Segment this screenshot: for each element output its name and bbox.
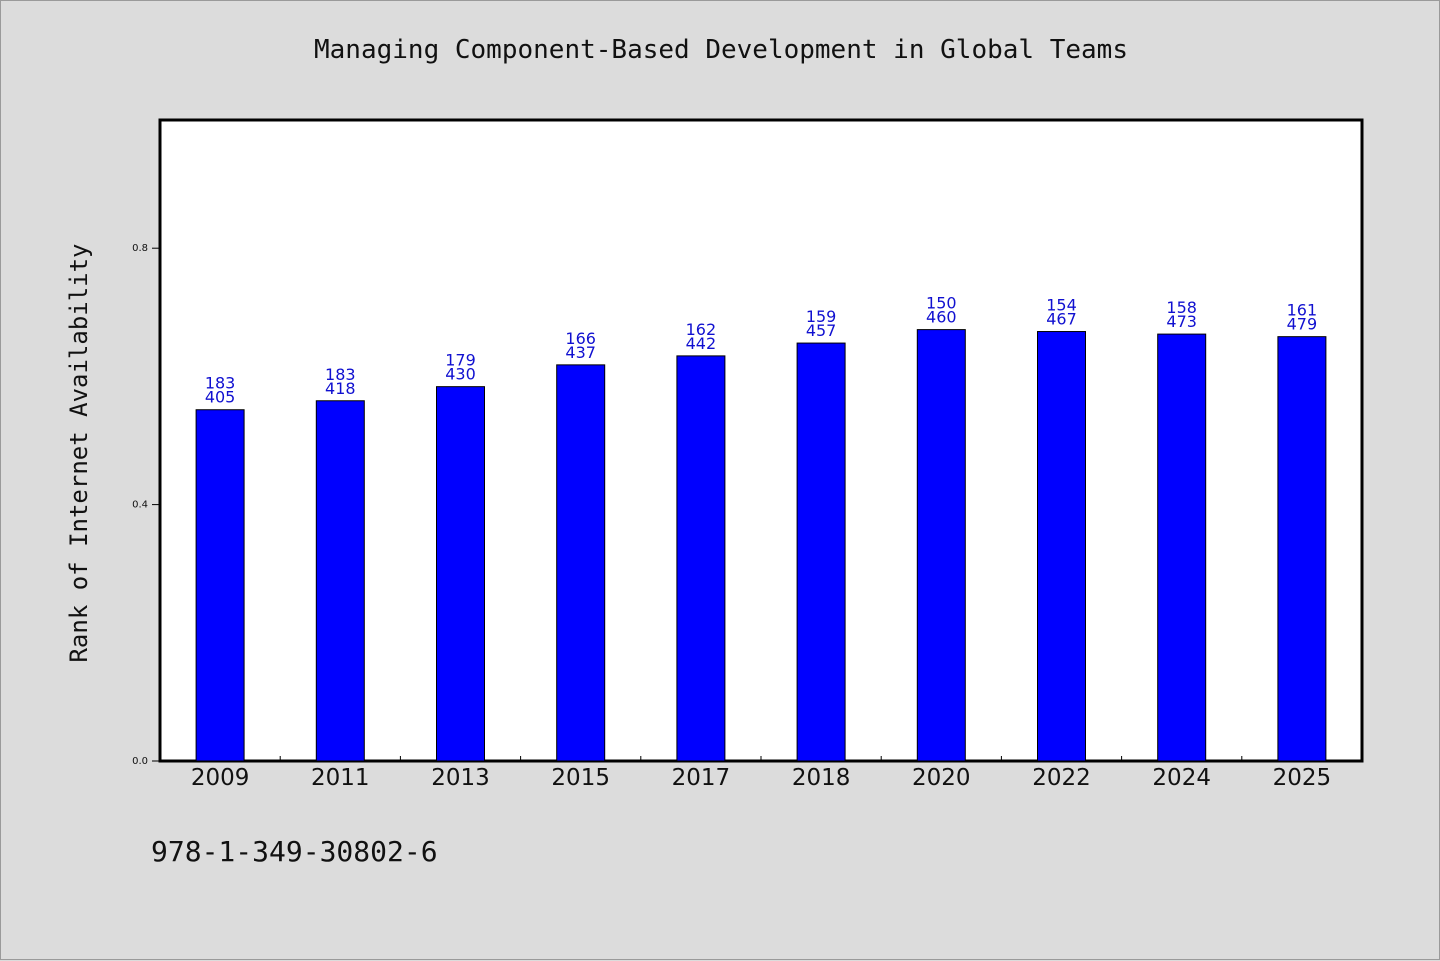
data-label-bottom: 460 — [926, 308, 957, 327]
y-tick-label: 0.8 — [132, 243, 148, 254]
data-label-bottom: 442 — [686, 334, 717, 353]
bar-2015 — [556, 364, 606, 762]
data-label-bottom: 479 — [1287, 315, 1318, 334]
x-tick-label: 2011 — [311, 765, 370, 791]
x-tick-label: 2025 — [1273, 765, 1332, 791]
x-tick-label: 2015 — [551, 765, 610, 791]
data-label-bottom: 418 — [325, 379, 356, 398]
x-tick-label: 2020 — [912, 765, 971, 791]
data-label-bottom: 437 — [565, 343, 596, 362]
bar-2024 — [1157, 333, 1207, 762]
x-tick-label: 2013 — [431, 765, 490, 791]
bar-2020 — [916, 329, 966, 762]
y-tick-label: 0.4 — [132, 500, 148, 511]
data-label-top: 183 — [325, 365, 356, 384]
x-tick-label: 2022 — [1032, 765, 1091, 791]
data-label-top: 161 — [1287, 301, 1318, 320]
data-label-top: 183 — [205, 374, 236, 393]
y-tick-label: 0.0 — [132, 756, 148, 767]
data-label-top: 179 — [445, 351, 476, 370]
data-label-top: 158 — [1166, 298, 1197, 317]
data-label-top: 154 — [1046, 296, 1077, 315]
bar-2009 — [195, 409, 245, 762]
data-label-bottom: 473 — [1166, 312, 1197, 331]
bar-2022 — [1037, 331, 1086, 762]
bar-2011 — [315, 400, 365, 762]
chart-title: Managing Component-Based Development in … — [314, 35, 1128, 65]
bar-2018 — [796, 342, 846, 762]
bar-2025 — [1277, 336, 1327, 762]
bar-2013 — [436, 386, 485, 762]
data-label-top: 159 — [806, 307, 837, 326]
data-label-top: 162 — [686, 320, 717, 339]
isbn-code: 978-1-349-30802-6 — [151, 835, 438, 868]
data-label-bottom: 467 — [1046, 310, 1077, 329]
x-tick-label: 2009 — [191, 765, 250, 791]
x-tick-label: 2018 — [792, 765, 851, 791]
data-label-top: 150 — [926, 294, 957, 313]
data-label-bottom: 430 — [445, 365, 476, 384]
bar-2017 — [676, 355, 726, 762]
data-label-bottom: 405 — [205, 388, 236, 407]
x-tick-label: 2024 — [1152, 765, 1211, 791]
data-label-bottom: 457 — [806, 321, 837, 340]
x-tick-label: 2017 — [672, 765, 731, 791]
data-label-top: 166 — [565, 329, 596, 348]
